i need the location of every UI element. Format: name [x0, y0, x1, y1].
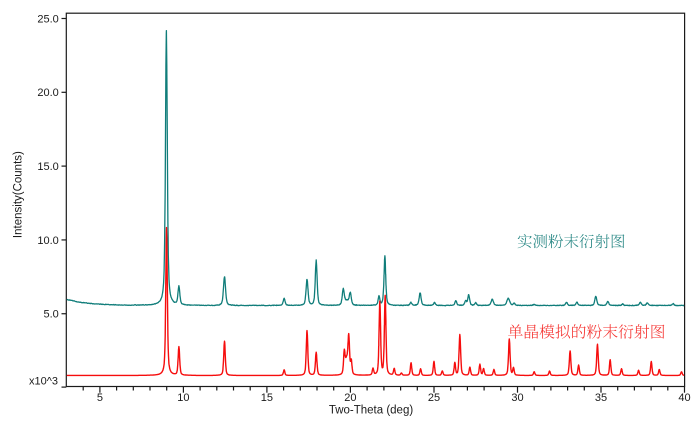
svg-text:Two-Theta (deg): Two-Theta (deg)	[329, 404, 414, 416]
svg-text:35: 35	[595, 392, 607, 404]
svg-text:15.0: 15.0	[37, 161, 58, 173]
svg-text:20.0: 20.0	[37, 87, 58, 99]
svg-text:x10^3: x10^3	[29, 376, 58, 388]
svg-text:5.0: 5.0	[44, 309, 59, 321]
svg-text:10.0: 10.0	[37, 235, 58, 247]
svg-text:15: 15	[261, 392, 273, 404]
svg-text:5: 5	[97, 392, 103, 404]
svg-text:Intensity(Counts): Intensity(Counts)	[13, 151, 25, 238]
svg-text:20: 20	[344, 392, 356, 404]
svg-text:40: 40	[678, 392, 690, 404]
svg-text:25: 25	[428, 392, 440, 404]
svg-text:10: 10	[177, 392, 189, 404]
svg-text:25.0: 25.0	[37, 13, 58, 25]
svg-text:30: 30	[511, 392, 523, 404]
